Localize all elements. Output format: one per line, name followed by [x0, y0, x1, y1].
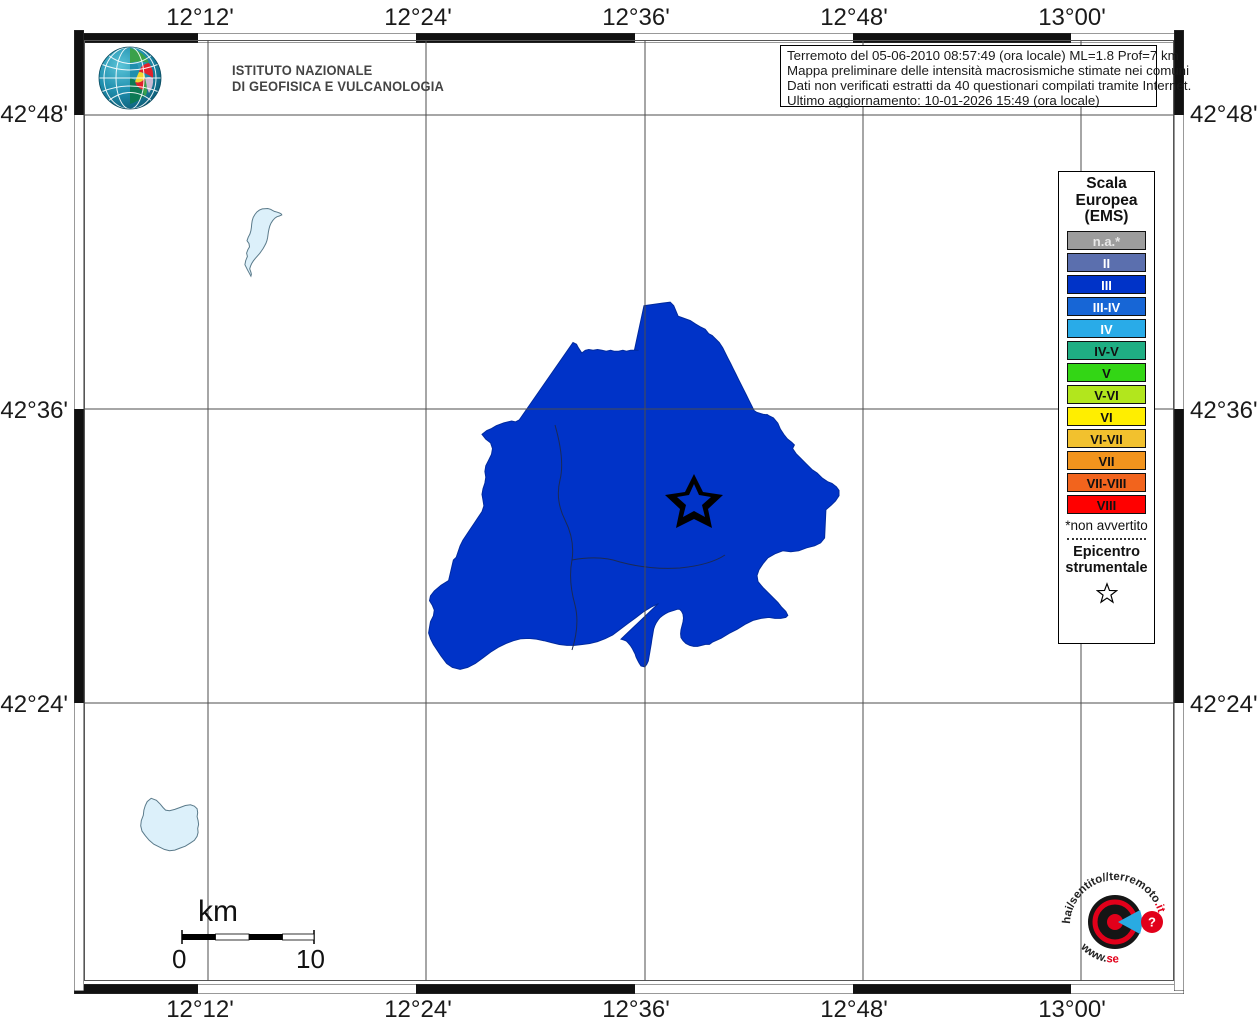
svg-text:?: ?: [1148, 915, 1156, 930]
